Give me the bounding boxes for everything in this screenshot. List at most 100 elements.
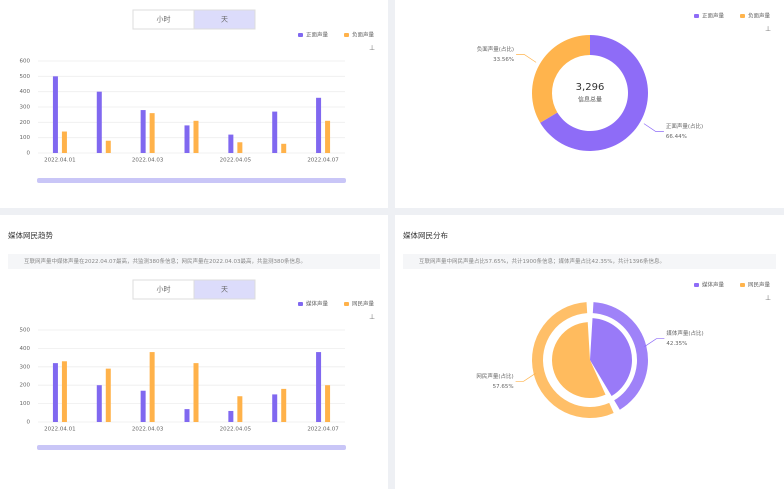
bar — [237, 142, 243, 153]
pie-label: 媒体声量(占比) — [666, 329, 703, 337]
bar — [316, 97, 322, 153]
bar — [281, 388, 287, 422]
x-tick-label: 2022.04.03 — [132, 158, 164, 164]
legend-swatch — [694, 14, 699, 18]
download-icon: ⊥ — [765, 294, 771, 302]
y-tick-label: 600 — [20, 59, 31, 65]
pie-label: 网民声量(占比) — [476, 372, 513, 380]
bar — [96, 91, 102, 153]
pie-segment — [552, 322, 606, 398]
legend-swatch — [344, 33, 349, 37]
leader-line — [643, 123, 664, 132]
download-icon: ⊥ — [369, 44, 375, 52]
x-tick-label: 2022.04.03 — [132, 427, 164, 433]
y-tick-label: 300 — [20, 105, 31, 111]
legend-label: 媒体声量 — [306, 300, 329, 308]
x-tick-label: 2022.04.05 — [220, 427, 252, 433]
pie-segment — [590, 318, 632, 397]
y-tick-label: 500 — [20, 328, 31, 334]
x-tick-label: 2022.04.07 — [307, 427, 339, 433]
legend-label: 网民声量 — [352, 300, 375, 308]
bar — [193, 363, 199, 422]
bar — [149, 352, 155, 422]
bar — [184, 409, 190, 422]
leader-line — [644, 338, 665, 347]
bar — [272, 394, 278, 422]
bar — [272, 111, 278, 153]
panel — [395, 0, 784, 208]
toggle-label: 天 — [221, 16, 228, 24]
legend-swatch — [344, 302, 349, 306]
panel-title: 媒体网民趋势 — [8, 230, 53, 240]
scrollbar[interactable] — [37, 445, 346, 450]
bar — [316, 352, 322, 422]
bar — [96, 385, 102, 422]
x-tick-label: 2022.04.01 — [44, 427, 76, 433]
bar — [193, 120, 199, 153]
y-tick-label: 400 — [20, 346, 31, 352]
bar — [325, 385, 331, 422]
bar — [140, 390, 146, 422]
pie-value-label: 33.56% — [493, 57, 514, 63]
scrollbar[interactable] — [37, 178, 346, 183]
bar — [52, 76, 58, 153]
legend-swatch — [298, 33, 303, 37]
legend-swatch — [694, 283, 699, 287]
legend-swatch — [740, 14, 745, 18]
bar — [281, 143, 287, 153]
download-icon: ⊥ — [765, 25, 771, 33]
toggle-label: 小时 — [157, 15, 171, 24]
leader-line — [516, 54, 537, 63]
center-value: 3,296 — [576, 82, 605, 93]
donut-segment — [540, 35, 648, 151]
y-tick-label: 200 — [20, 120, 31, 126]
y-tick-label: 400 — [20, 89, 31, 95]
y-tick-label: 0 — [27, 151, 31, 157]
legend-label: 正面声量 — [702, 12, 725, 20]
pie-value-label: 66.44% — [666, 134, 687, 140]
bar — [325, 120, 331, 153]
legend-label: 负面声量 — [352, 31, 375, 39]
bar — [61, 131, 67, 153]
bar — [140, 110, 146, 153]
y-tick-label: 100 — [20, 401, 31, 407]
summary-box — [403, 254, 776, 269]
bar — [184, 125, 190, 153]
pie-label: 负面声量(占比) — [477, 45, 514, 53]
pie-ring — [532, 302, 614, 418]
legend-label: 媒体声量 — [702, 281, 725, 289]
bar — [105, 140, 111, 153]
x-tick-label: 2022.04.07 — [307, 158, 339, 164]
bar — [105, 368, 111, 422]
summary-box — [8, 254, 380, 269]
x-tick-label: 2022.04.05 — [220, 158, 252, 164]
download-icon: ⊥ — [369, 313, 375, 321]
panel-title: 媒体网民分布 — [403, 230, 448, 240]
bar — [149, 113, 155, 153]
leader-line — [515, 373, 536, 382]
pie-value-label: 42.35% — [666, 341, 687, 347]
toggle-button[interactable] — [193, 279, 256, 300]
y-tick-label: 200 — [20, 383, 31, 389]
bar — [61, 361, 67, 422]
pie-label: 正面声量(占比) — [666, 122, 703, 130]
y-tick-label: 300 — [20, 364, 31, 370]
legend-label: 负面声量 — [748, 12, 771, 20]
y-tick-label: 500 — [20, 74, 31, 80]
y-tick-label: 100 — [20, 135, 31, 141]
toggle-label: 小时 — [157, 285, 171, 294]
legend-label: 网民声量 — [748, 281, 771, 289]
donut-segment — [532, 35, 590, 123]
center-label: 信息总量 — [578, 96, 602, 104]
panel — [0, 0, 388, 208]
bar — [228, 410, 234, 422]
toggle-button[interactable] — [193, 9, 256, 30]
legend-swatch — [740, 283, 745, 287]
summary: 互联网声量中媒体声量在2022.04.07最高，共监测380条信息；网民声量在2… — [24, 257, 306, 265]
pie-value-label: 57.65% — [493, 384, 514, 390]
toggle-label: 天 — [221, 286, 228, 294]
bar — [228, 134, 234, 153]
summary: 互联网声量中网民声量占比57.65%，共计1900条信息；媒体声量占比42.35… — [419, 257, 665, 265]
y-tick-label: 0 — [27, 420, 31, 426]
